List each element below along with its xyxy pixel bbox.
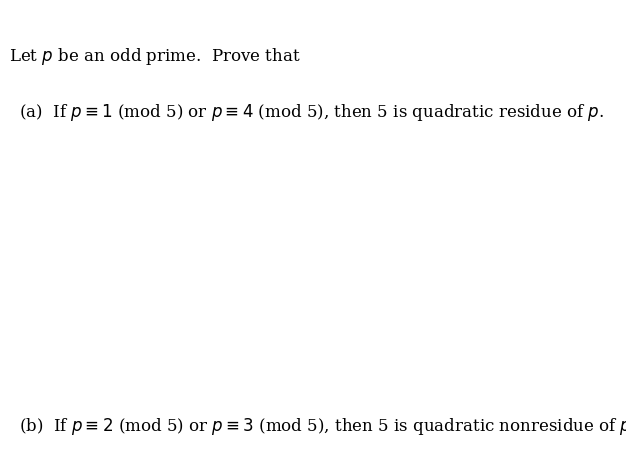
Text: (b)  If $p \equiv 2$ (mod 5) or $p \equiv 3$ (mod 5), then 5 is quadratic nonres: (b) If $p \equiv 2$ (mod 5) or $p \equiv… [19, 416, 626, 437]
Text: Let $p$ be an odd prime.  Prove that: Let $p$ be an odd prime. Prove that [9, 46, 301, 67]
Text: (a)  If $p \equiv 1$ (mod 5) or $p \equiv 4$ (mod 5), then 5 is quadratic residu: (a) If $p \equiv 1$ (mod 5) or $p \equiv… [19, 102, 604, 122]
